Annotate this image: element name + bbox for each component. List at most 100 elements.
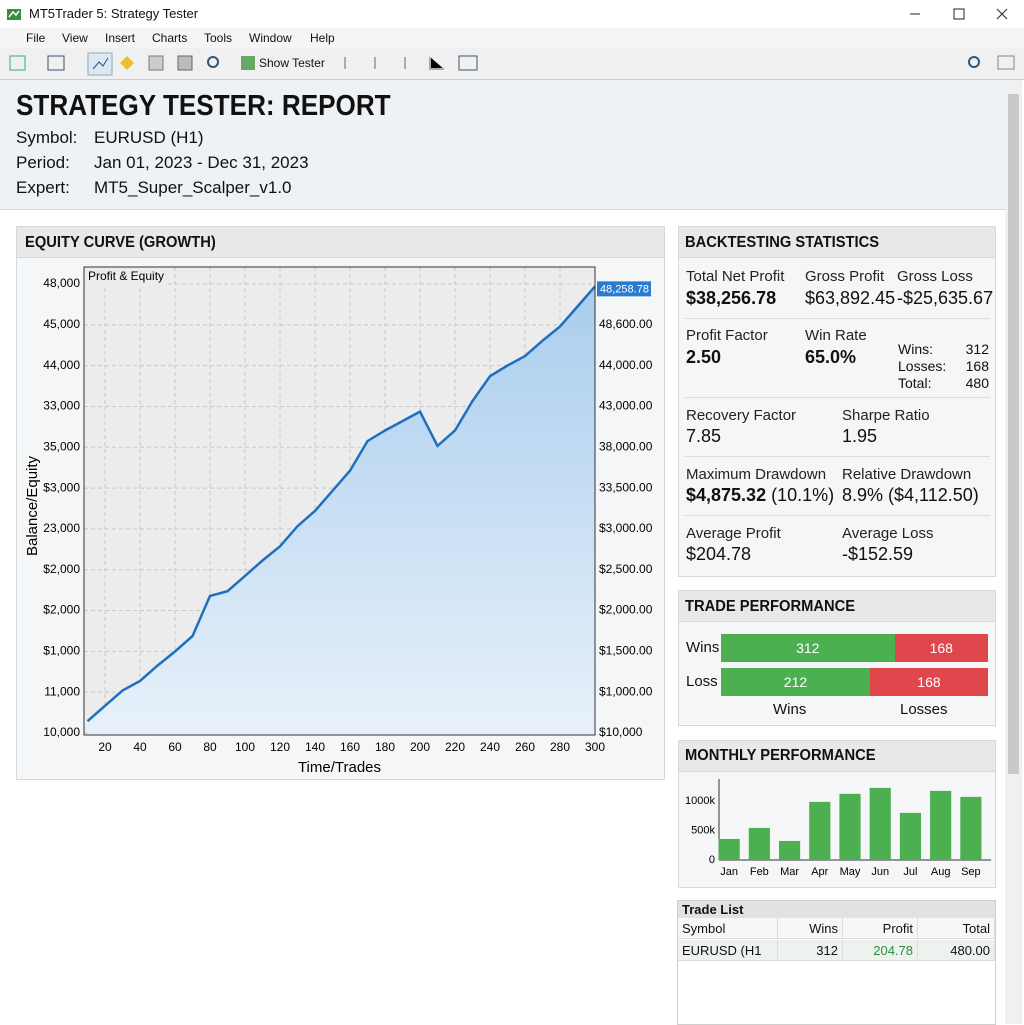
y-tick-label: 33,000 — [43, 399, 80, 413]
panel-title: EQUITY CURVE (GROWTH) — [25, 234, 216, 251]
separator — [684, 456, 990, 457]
bar — [899, 812, 922, 860]
current-value-label: 48,258.78 — [600, 283, 649, 295]
x-tick-label: 40 — [133, 740, 147, 754]
x-tick-label: Jul — [903, 866, 917, 878]
table-header-cell: Profit — [843, 918, 918, 939]
legend-label: Profit & Equity — [88, 269, 164, 283]
stat-label: Recovery Factor — [686, 407, 797, 424]
panel-title: TRADE PERFORMANCE — [685, 598, 856, 615]
x-tick-label: 260 — [515, 740, 535, 754]
y-tick-label: 0 — [709, 854, 715, 866]
equity-area — [87, 286, 595, 735]
separator — [684, 318, 990, 319]
report-title: STRATEGY TESTER: REPORT — [16, 90, 391, 122]
panel-header — [17, 227, 664, 258]
bar-segment: 312 — [721, 634, 895, 662]
bar — [809, 801, 831, 860]
stat-value: $38,256.78 — [686, 288, 777, 308]
menu-item[interactable]: File — [26, 31, 46, 45]
x-tick-label: 80 — [203, 740, 217, 754]
field-label: Expert: — [16, 178, 70, 197]
y-tick-label: 10,000 — [43, 725, 80, 739]
column-label: Losses — [900, 701, 948, 718]
stat-value: $63,892.45 — [805, 288, 896, 308]
x-tick-label: Mar — [780, 866, 799, 878]
column-label: Wins — [773, 701, 807, 718]
table-cell: 480.00 — [918, 940, 995, 961]
y2-tick-label: 48,600.00 — [599, 317, 653, 331]
table-header-cell: Symbol — [678, 918, 778, 939]
show-tester-button[interactable]: Show Tester — [259, 56, 325, 70]
y2-tick-label: 44,000.00 — [599, 358, 653, 372]
stat-value: 1.95 — [842, 426, 878, 446]
stat-label: Gross Profit — [805, 268, 885, 285]
row-label: Loss — [686, 673, 718, 690]
menu-item[interactable]: Help — [310, 31, 335, 45]
equity-chart: Profit & Equity 10,000 11,000 $1,000 $2,000 $… — [24, 266, 653, 776]
count-label: Wins: — [898, 341, 933, 357]
field-value: Jan 01, 2023 - Dec 31, 2023 — [94, 153, 309, 172]
x-tick-label: 100 — [235, 740, 255, 754]
stat-value: 2.50 — [686, 347, 722, 367]
x-tick-label: Jan — [720, 866, 738, 878]
panel-header — [679, 591, 995, 622]
window-title: MT5Trader 5: Strategy Tester — [29, 6, 199, 21]
bar-segment: 168 — [869, 668, 988, 696]
y2-tick-label: $2,000.00 — [599, 603, 653, 617]
x-tick-label: Aug — [931, 866, 951, 878]
stat-label: Sharpe Ratio — [842, 407, 930, 424]
table-cell: 312 — [778, 940, 843, 961]
x-tick-label: 140 — [305, 740, 325, 754]
stat-label: Average Loss — [842, 525, 934, 542]
field-label: Period: — [16, 153, 70, 172]
stat-value: (10.1%) — [771, 485, 835, 505]
stats-panel: BACKTESTING STATISTICS Total Net Profit … — [678, 226, 996, 577]
separator — [684, 397, 990, 398]
stat-value: $204.78 — [686, 544, 752, 564]
x-axis-label: Time/Trades — [298, 759, 381, 776]
bar — [748, 827, 770, 860]
field-value: MT5_Super_Scalper_v1.0 — [94, 178, 292, 197]
count-label: Losses: — [898, 358, 947, 374]
trade-performance-panel: TRADE PERFORMANCE Wins 312 168 Loss 212 168 Wi… — [678, 590, 996, 726]
y-tick-label: 11,000 — [44, 684, 80, 698]
panel-title: MONTHLY PERFORMANCE — [685, 747, 876, 764]
stat-value: 7.85 — [686, 426, 722, 446]
y-tick-label: 35,000 — [43, 439, 80, 453]
scroll-thumb[interactable] — [1008, 94, 1019, 774]
x-tick-label: 300 — [585, 740, 605, 754]
toolbar-icons — [9, 52, 1015, 76]
y-tick-label: 1000k — [685, 795, 715, 807]
x-tick-label: 240 — [480, 740, 500, 754]
menu-item[interactable]: Insert — [105, 31, 136, 45]
x-tick-label: Feb — [750, 866, 769, 878]
bar — [778, 840, 801, 860]
bar — [930, 790, 952, 860]
count-value: 480 — [965, 375, 989, 391]
stat-label: Maximum Drawdown — [686, 466, 827, 483]
bar — [839, 793, 861, 860]
stat-value: -$25,635.67 — [897, 288, 994, 308]
bar — [960, 796, 982, 860]
menu-item[interactable]: Charts — [152, 31, 188, 45]
menu-item[interactable]: Tools — [204, 31, 233, 45]
y-tick-label: $3,000 — [43, 480, 80, 494]
equity-line — [86, 285, 596, 723]
app-icon — [7, 9, 21, 20]
scrollbar[interactable] — [1005, 80, 1022, 1024]
y2-tick-label: 43,000.00 — [599, 399, 653, 413]
bar-segment: 168 — [894, 634, 988, 662]
window-controls[interactable] — [900, 0, 1024, 28]
field-value: EURUSD (H1) — [94, 128, 204, 147]
x-tick-label: May — [840, 866, 861, 878]
stat-label: Relative Drawdown — [842, 466, 972, 483]
menu-item[interactable]: View — [62, 31, 88, 45]
menu-item[interactable]: Window — [249, 31, 292, 45]
stat-label: Average Profit — [686, 525, 781, 542]
stat-label: Profit Factor — [686, 327, 768, 344]
current-value-box — [597, 281, 651, 297]
y2-tick-label: 38,000.00 — [599, 439, 653, 453]
stat-label: Gross Loss — [897, 268, 973, 285]
